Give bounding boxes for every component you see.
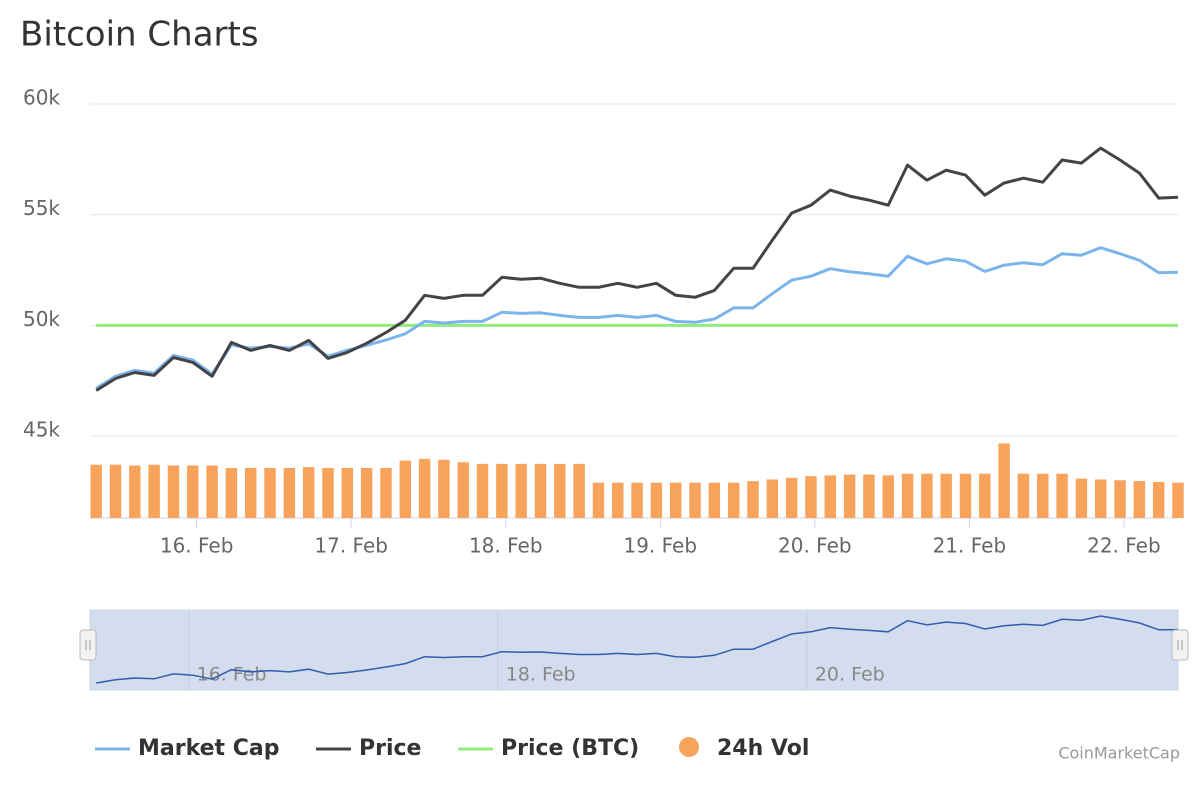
volume-bar bbox=[109, 464, 122, 518]
navigator-label: 16. Feb bbox=[197, 664, 267, 686]
volume-bar bbox=[1017, 473, 1030, 518]
volume-bar bbox=[573, 463, 585, 518]
volume-bar bbox=[863, 474, 875, 518]
volume-bar bbox=[1075, 478, 1088, 518]
legend-label[interactable]: Price (BTC) bbox=[501, 736, 639, 761]
x-tick-label: 21. Feb bbox=[933, 534, 1007, 558]
volume-bar bbox=[264, 467, 276, 518]
volume-bar bbox=[901, 473, 914, 518]
volume-bar bbox=[496, 463, 508, 518]
volume-bar bbox=[959, 473, 972, 518]
volume-bar bbox=[592, 482, 605, 518]
chart-title: Bitcoin Charts bbox=[20, 15, 259, 55]
volume-bar bbox=[457, 462, 469, 518]
navigator-line bbox=[96, 615, 1179, 684]
volume-bar bbox=[1133, 481, 1146, 518]
volume-bar bbox=[785, 477, 798, 518]
volume-bar bbox=[245, 467, 257, 518]
volume-bar bbox=[399, 460, 411, 518]
legend-symbol bbox=[679, 737, 699, 757]
volume-bar bbox=[998, 443, 1010, 518]
volume-bar bbox=[1114, 480, 1126, 518]
volume-bar bbox=[554, 463, 566, 518]
navigator-handle[interactable] bbox=[79, 629, 97, 661]
volume-bar bbox=[302, 467, 315, 518]
x-tick-label: 16. Feb bbox=[160, 534, 234, 558]
volume-bar bbox=[225, 467, 238, 518]
volume-bar bbox=[515, 463, 527, 518]
volume-bar bbox=[322, 467, 334, 518]
volume-bar bbox=[882, 475, 894, 518]
credits: CoinMarketCap bbox=[1058, 744, 1180, 763]
navigator-handle[interactable] bbox=[1171, 629, 1189, 661]
volume-bar bbox=[283, 467, 296, 518]
x-tick-label: 17. Feb bbox=[314, 534, 388, 558]
volume-bar bbox=[206, 465, 218, 518]
volume-bar bbox=[148, 464, 160, 518]
volume-bar bbox=[843, 474, 856, 518]
x-tick-label: 18. Feb bbox=[469, 534, 543, 558]
volume-bar bbox=[534, 463, 547, 518]
volume-bar bbox=[727, 482, 740, 518]
volume-bar bbox=[1056, 473, 1068, 518]
volume-bar bbox=[380, 467, 392, 518]
volume-bar bbox=[631, 482, 643, 518]
x-tick-label: 22. Feb bbox=[1087, 534, 1161, 558]
y-tick-label: 55k bbox=[23, 196, 60, 220]
volume-bar bbox=[1037, 473, 1049, 518]
series-line bbox=[95, 246, 1179, 390]
volume-bar bbox=[167, 465, 180, 518]
x-tick-label: 19. Feb bbox=[623, 534, 697, 558]
volume-bar bbox=[689, 482, 701, 518]
volume-bar bbox=[129, 465, 141, 518]
volume-bar bbox=[824, 475, 836, 518]
volume-bar bbox=[438, 459, 450, 518]
legend-label[interactable]: Market Cap bbox=[138, 736, 279, 761]
volume-bar bbox=[1172, 482, 1184, 518]
x-tick-label: 20. Feb bbox=[778, 534, 852, 558]
volume-bar bbox=[921, 473, 933, 518]
volume-bar bbox=[708, 482, 721, 518]
navigator-label: 20. Feb bbox=[815, 664, 885, 686]
legend-label[interactable]: 24h Vol bbox=[717, 736, 809, 761]
volume-bar bbox=[1095, 479, 1107, 518]
legend-label[interactable]: Price bbox=[359, 736, 421, 761]
volume-bar bbox=[747, 481, 759, 518]
volume-bar bbox=[360, 467, 373, 518]
y-tick-label: 50k bbox=[23, 307, 60, 331]
series-line bbox=[95, 146, 1179, 392]
navigator-background bbox=[89, 609, 1179, 691]
volume-bar bbox=[187, 465, 199, 518]
volume-bar bbox=[1152, 481, 1165, 518]
volume-bar bbox=[766, 479, 779, 518]
navigator-label: 18. Feb bbox=[506, 664, 576, 686]
volume-bar bbox=[418, 458, 431, 518]
volume-bar bbox=[341, 467, 354, 518]
volume-bar bbox=[612, 482, 624, 518]
volume-bar bbox=[90, 464, 102, 518]
volume-bar bbox=[670, 482, 682, 518]
volume-bar bbox=[940, 473, 952, 518]
volume-bar bbox=[650, 482, 663, 518]
y-tick-label: 45k bbox=[23, 418, 60, 442]
volume-bar bbox=[476, 463, 489, 518]
volume-bar bbox=[805, 476, 817, 518]
y-tick-label: 60k bbox=[23, 86, 60, 110]
volume-bar bbox=[979, 473, 991, 518]
